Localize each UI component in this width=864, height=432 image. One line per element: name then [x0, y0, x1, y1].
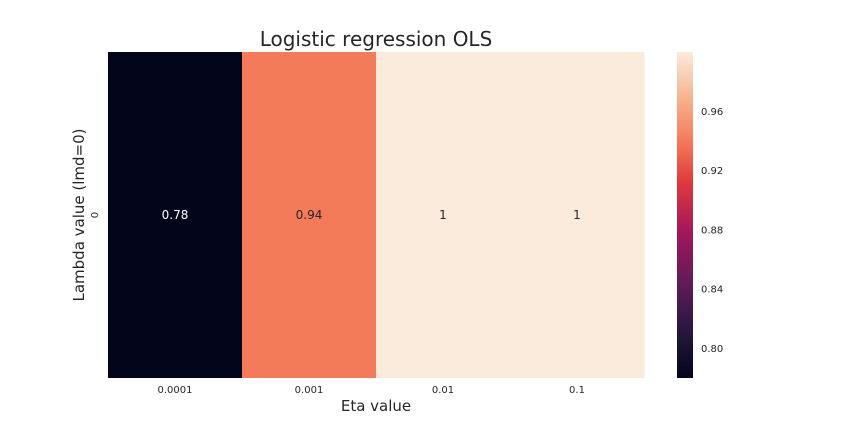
- heatmap-cell: [242, 52, 377, 378]
- colorbar-tick-label: 0.88: [701, 225, 723, 236]
- colorbar: [677, 52, 693, 378]
- colorbar-tick-label: 0.84: [701, 285, 723, 296]
- colorbar-tick-label: 0.80: [701, 344, 723, 355]
- heatmap-cell: [376, 52, 511, 378]
- colorbar-tick-labels: 0.80 0.84 0.88 0.92 0.96: [701, 107, 723, 355]
- y-axis-label: Lambda value (lmd=0): [70, 128, 88, 301]
- y-tick-label: 0: [90, 212, 101, 218]
- x-tick-label: 0.001: [295, 385, 324, 396]
- heatmap-cell: [510, 52, 645, 378]
- cell-value-label: 0.94: [296, 208, 323, 222]
- chart-title: Logistic regression OLS: [260, 27, 493, 51]
- x-tick-labels: 0.0001 0.001 0.01 0.1: [158, 385, 585, 396]
- y-tick-labels: 0: [90, 212, 101, 218]
- cell-value-label: 0.78: [162, 208, 189, 222]
- heatmap-cell: [108, 52, 243, 378]
- colorbar-tick-label: 0.92: [701, 166, 723, 177]
- x-axis-label: Eta value: [341, 397, 411, 415]
- cell-value-label: 1: [573, 208, 581, 222]
- x-tick-label: 0.01: [432, 385, 454, 396]
- heatmap-cells: 0.78 0.94 1 1: [108, 52, 645, 378]
- colorbar-tick-label: 0.96: [701, 107, 723, 118]
- cell-value-label: 1: [439, 208, 447, 222]
- x-tick-label: 0.0001: [158, 385, 193, 396]
- x-tick-label: 0.1: [569, 385, 585, 396]
